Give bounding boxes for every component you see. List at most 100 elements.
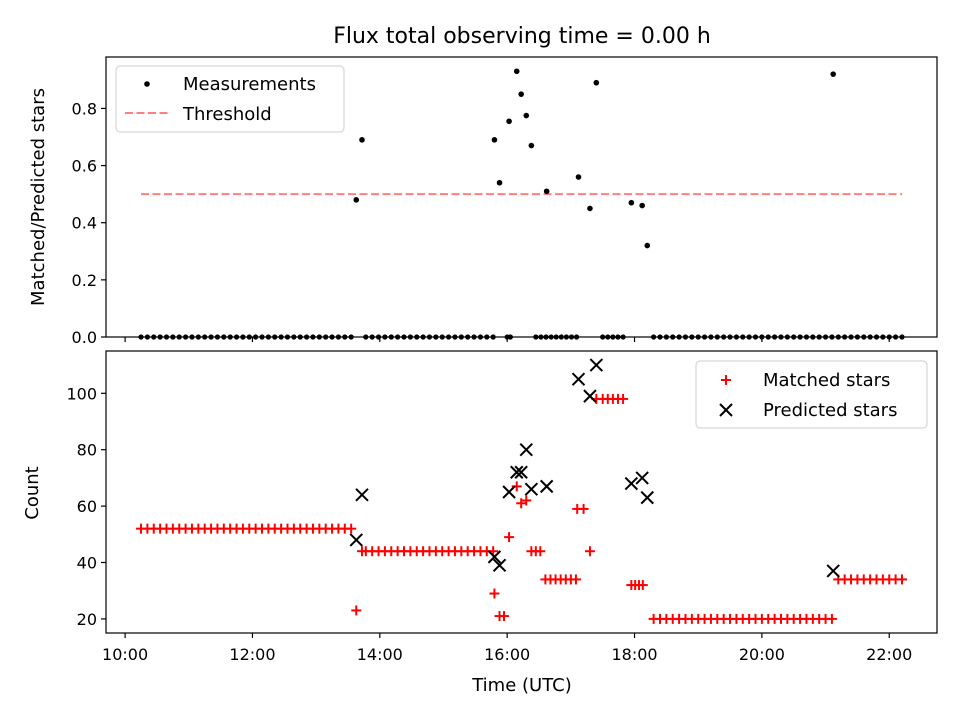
measurement-point [733,334,740,340]
measurement-point [593,79,600,86]
x-tick-label: 22:00 [866,645,912,664]
matched-star-point [535,546,546,557]
measurement-point [797,334,803,340]
measurement-point [195,334,201,340]
measurement-point [651,334,657,340]
measurement-point [208,334,214,340]
measurement-point [548,334,554,340]
measurement-point [600,334,606,340]
measurement-point [835,334,841,340]
bottom-y-tick-label: 40 [77,554,97,573]
measurement-point [752,334,759,340]
bottom-y-ticks: 20 40 60 80 100 [66,384,106,629]
measurement-point [388,334,394,340]
measurement-point [246,334,252,340]
measurement-point [829,334,835,340]
predicted-star-point [492,558,507,573]
matched-star-point [570,574,581,585]
measurement-point [772,334,778,340]
measurement-point [553,334,559,340]
measurement-point [151,334,157,340]
measurement-point [575,174,582,180]
measurement-point [182,334,189,340]
measurement-point [663,334,669,340]
measurement-point [310,334,316,340]
matched-star-point [356,546,367,557]
measurement-point [176,334,182,340]
measurement-point [272,334,278,340]
predicted-star-point [349,533,363,547]
predicted-star-point [583,389,597,403]
measurement-point [543,188,550,195]
measurement-point [708,334,714,340]
measurement-point [265,334,271,340]
measurement-point [359,137,365,143]
top-y-ticks: 0.0 0.2 0.4 0.6 0.8 [72,99,106,347]
bottom-y-tick-label: 100 [66,384,97,403]
predicted-star-point [514,465,528,479]
x-axis-label: Time (UTC) [471,675,572,696]
measurement-point [240,334,246,340]
top-axes-frame [105,56,938,338]
top-y-tick-label: 0.8 [72,99,97,118]
measurement-point [445,334,452,340]
measurement-point [861,334,867,340]
measurement-point [401,334,407,340]
predicted-star-point [589,358,604,372]
measurement-point [568,334,575,340]
measurement-point [518,91,524,97]
measurement-point [682,334,689,340]
x-tick-label: 10:00 [102,645,148,664]
bottom-x-ticks: 10:00 12:00 14:00 16:00 18:00 20:00 22:00 [102,633,912,664]
bottom-axes-frame [105,350,938,634]
measurement-point [353,197,360,203]
measurement-point [848,334,854,340]
top-legend-box [115,65,345,133]
measurement-point [803,334,810,340]
measurement-point [342,334,348,340]
measurement-point [791,334,797,340]
top-y-tick-label: 0.2 [72,271,97,290]
measurement-point [297,334,303,340]
measurement-point [676,334,682,340]
measurement-point [433,334,439,340]
matched-star-point [578,503,589,514]
measurement-point [506,118,512,125]
measurement-point [233,334,240,340]
measurement-point [765,334,771,340]
matched-star-point [351,605,362,616]
measurement-point [253,334,259,340]
measurement-point [202,334,208,340]
measurement-point [873,334,880,340]
measurement-point [395,334,401,340]
measurement-point [714,334,720,340]
measurement-point [615,334,621,340]
measurement-point [157,334,163,340]
matched-star-point [521,495,532,506]
legend-predicted-label: Predicted stars [763,400,897,421]
matched-star-point [637,580,648,591]
predicted-star-point [624,476,639,491]
measurement-point [507,334,513,340]
top-y-axis-label: Matched/Predicted stars [28,88,49,306]
measurement-point [657,334,663,340]
measurement-point [605,334,611,340]
measurement-point [538,334,544,340]
measurement-point [144,334,150,340]
predicted-star-point [502,485,516,499]
top-y-tick-label: 0.0 [72,328,97,347]
matched-star-point [516,498,527,509]
measurement-point [484,334,490,340]
measurement-point [477,334,484,340]
measurement-point [471,334,477,340]
measurement-point [830,71,837,77]
measurement-point [822,334,829,340]
bottom-plot-area [136,358,907,624]
measurement-point [543,334,549,340]
measurement-point [407,334,413,340]
measurement-point [533,334,539,340]
measurement-point [842,334,848,340]
measurement-point [867,334,873,340]
measurement-point [610,334,616,340]
predicted-star-point [519,442,533,457]
